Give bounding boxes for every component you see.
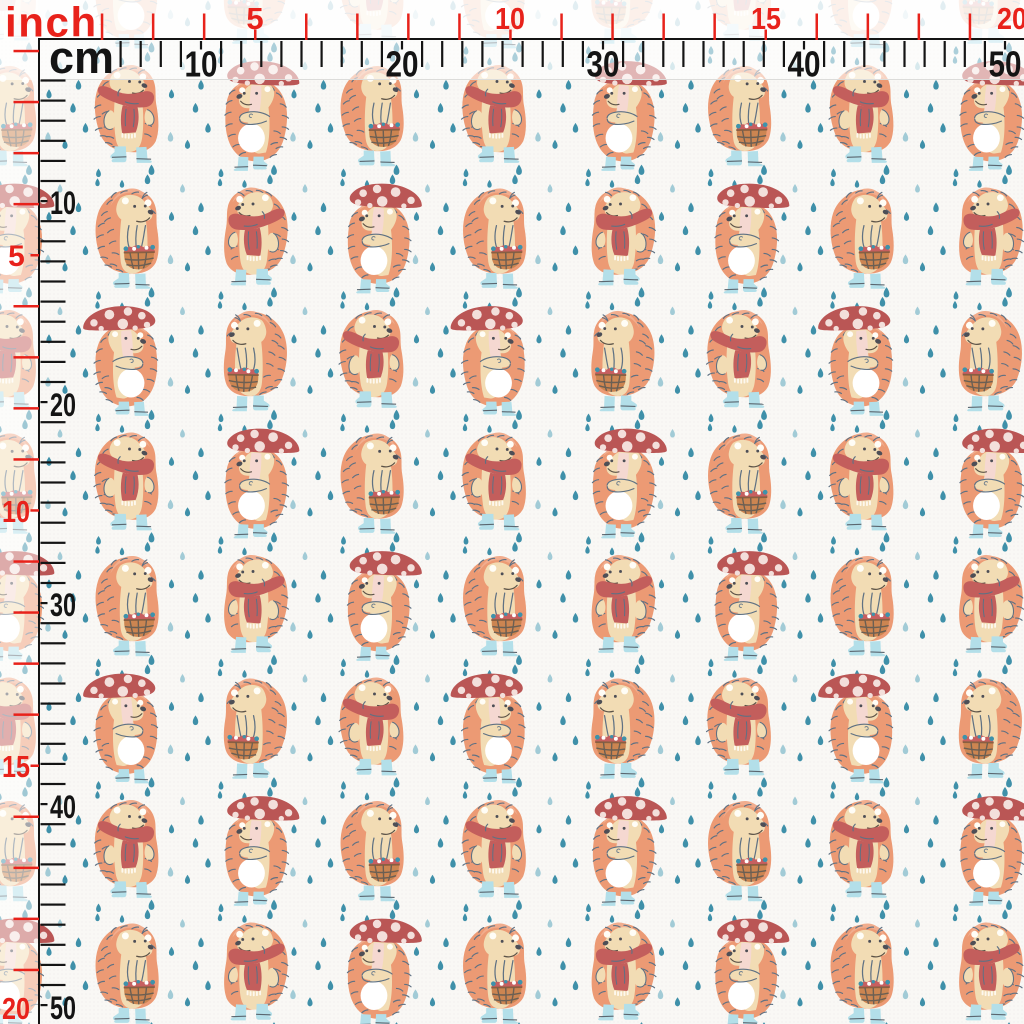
svg-text:30: 30 <box>50 587 76 623</box>
svg-text:20: 20 <box>386 44 419 85</box>
svg-text:5: 5 <box>246 1 263 36</box>
svg-text:30: 30 <box>587 44 620 85</box>
svg-text:20: 20 <box>2 991 30 1024</box>
svg-text:10: 10 <box>50 185 76 221</box>
svg-text:15: 15 <box>751 1 781 36</box>
svg-text:5: 5 <box>8 240 25 273</box>
svg-text:40: 40 <box>50 789 76 825</box>
svg-text:20: 20 <box>997 1 1024 36</box>
svg-text:15: 15 <box>2 749 30 784</box>
svg-text:20: 20 <box>50 387 76 423</box>
svg-text:cm: cm <box>49 32 114 83</box>
svg-text:50: 50 <box>989 44 1022 85</box>
svg-text:40: 40 <box>788 44 821 85</box>
svg-text:10: 10 <box>2 494 30 529</box>
svg-text:10: 10 <box>495 1 525 36</box>
svg-text:10: 10 <box>185 44 218 85</box>
svg-text:50: 50 <box>50 990 76 1024</box>
svg-text:inch: inch <box>5 0 98 46</box>
